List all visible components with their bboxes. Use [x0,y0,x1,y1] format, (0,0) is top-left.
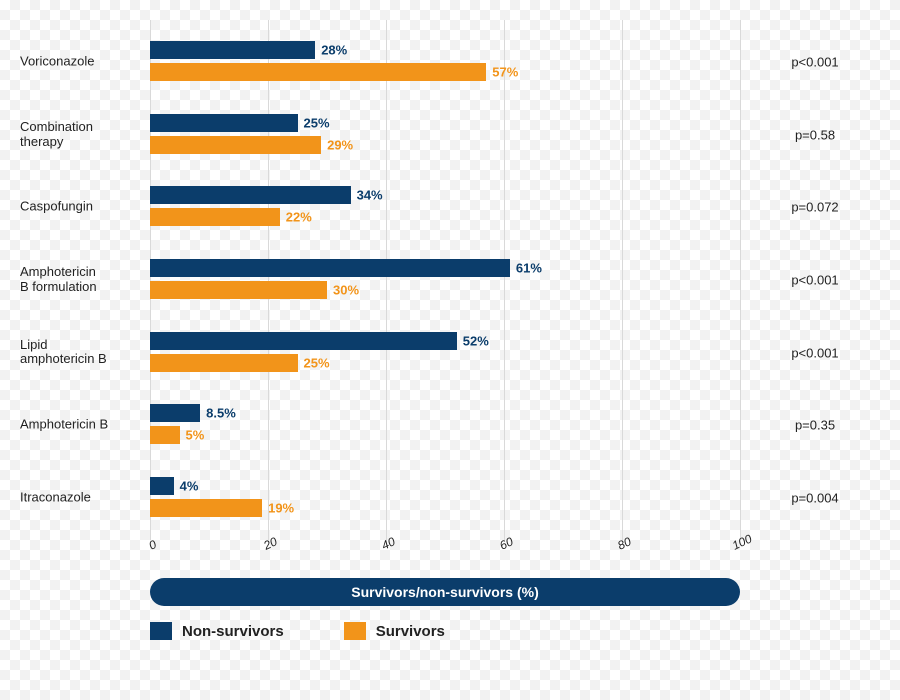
p-value: p=0.35 [760,418,870,433]
x-ticks: 020406080100 [150,540,740,560]
bar-survivors: 57% [150,63,486,81]
bar-survivors: 19% [150,499,262,517]
bar-non-survivors: 28% [150,41,315,59]
bar-non-survivors: 25% [150,114,298,132]
bar-non-survivors: 4% [150,477,174,495]
bar-value-label: 28% [321,43,347,58]
bar-value-label: 8.5% [206,406,236,421]
legend-swatch [344,622,366,640]
category-label: Amphotericin B [20,418,140,433]
category-label: Lipidamphotericin B [20,338,140,368]
plot-area: Voriconazolep<0.00128%57%Combinationther… [150,20,740,560]
legend-item: Non-survivors [150,622,284,640]
category-label: AmphotericinB formulation [20,265,140,295]
category-label: Caspofungin [20,200,140,215]
bar-row: Lipidamphotericin Bp<0.00152%25% [150,324,740,382]
bar-row: AmphotericinB formulationp<0.00161%30% [150,251,740,309]
bar-value-label: 52% [463,333,489,348]
bar-survivors: 30% [150,281,327,299]
grouped-bar-chart: Voriconazole p<0.001 28% 57% Combinationther… [0,0,900,700]
legend-swatch [150,622,172,640]
p-value: p<0.001 [760,272,870,287]
bar-value-label: 25% [304,115,330,130]
bar-value-label: 57% [492,65,518,80]
bar-value-label: 29% [327,137,353,152]
legend-item: Survivors [344,622,445,640]
bar-value-label: 30% [333,282,359,297]
bar-row: Voriconazolep<0.00128%57% [150,33,740,91]
category-label: Combinationtherapy [20,120,140,150]
x-tick-label: 0 [147,537,159,553]
p-value: p=0.004 [760,490,870,505]
bar-value-label: 61% [516,260,542,275]
bar-row: Combinationtherapyp=0.5825%29% [150,106,740,164]
bar-row: Itraconazolep=0.0044%19% [150,469,740,527]
grid-line [740,20,741,540]
bar-value-label: 5% [186,428,205,443]
bar-non-survivors: 52% [150,332,457,350]
bar-non-survivors: 61% [150,259,510,277]
bar-survivors: 25% [150,354,298,372]
x-axis-title: Survivors/non-survivors (%) [150,578,740,606]
bar-survivors: 29% [150,136,321,154]
bar-non-survivors: 8.5% [150,404,200,422]
bar-value-label: 34% [357,188,383,203]
legend-label: Survivors [376,623,445,640]
category-label: Itraconazole [20,490,140,505]
bar-non-survivors: 34% [150,186,351,204]
category-label: Voriconazole [20,55,140,70]
p-value: p<0.001 [760,345,870,360]
bar-row: Amphotericin Bp=0.358.5%5% [150,396,740,454]
bar-row: Caspofunginp=0.07234%22% [150,178,740,236]
legend: Non-survivors Survivors [150,622,870,640]
bar-value-label: 22% [286,210,312,225]
bar-rows: Voriconazolep<0.00128%57%Combinationther… [150,20,740,540]
bar-survivors: 5% [150,426,180,444]
x-axis-title-wrap: Survivors/non-survivors (%) [150,578,740,606]
bar-survivors: 22% [150,208,280,226]
bar-value-label: 4% [180,478,199,493]
p-value: p<0.001 [760,55,870,70]
bar-value-label: 25% [304,355,330,370]
legend-label: Non-survivors [182,623,284,640]
p-value: p=0.072 [760,200,870,215]
bar-value-label: 19% [268,500,294,515]
p-value: p=0.58 [760,127,870,142]
